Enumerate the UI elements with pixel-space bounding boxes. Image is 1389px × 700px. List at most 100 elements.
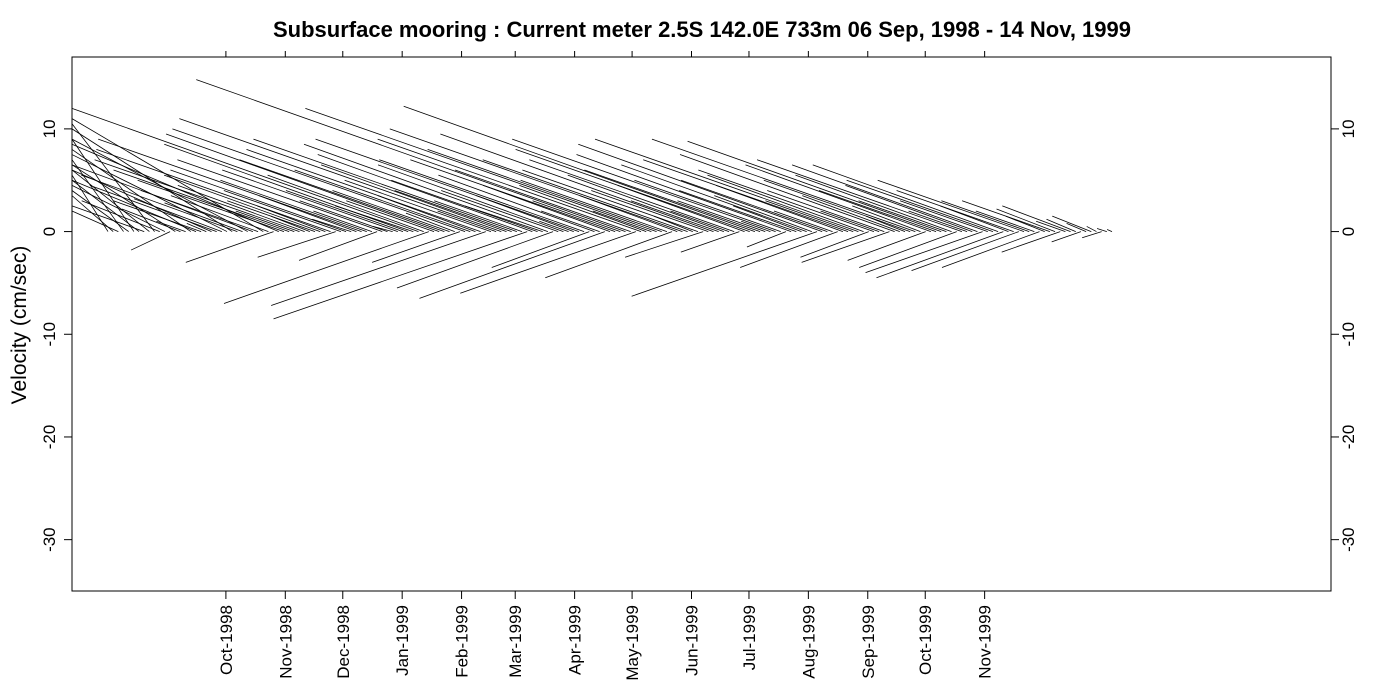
velocity-stick — [239, 159, 445, 232]
velocity-stick — [996, 208, 1056, 232]
velocity-stick — [299, 200, 388, 232]
velocity-stick — [1002, 205, 1071, 232]
velocity-stick — [437, 210, 497, 232]
velocity-stick — [185, 231, 274, 263]
velocity-stick — [410, 159, 616, 232]
velocity-stick — [852, 205, 921, 232]
y-tick-label-left: -30 — [40, 527, 59, 552]
x-tick-label: Nov-1999 — [976, 605, 995, 679]
velocity-stick — [865, 231, 983, 274]
y-tick-label-right: -10 — [1339, 322, 1358, 347]
velocity-stick — [545, 231, 673, 279]
velocity-stick — [908, 210, 968, 232]
velocity-stick — [130, 231, 171, 251]
y-axis-title: Velocity (cm/sec) — [8, 246, 31, 405]
velocity-stick — [164, 143, 409, 232]
velocity-stick — [680, 231, 740, 253]
y-tick-label-right: 0 — [1339, 227, 1358, 236]
velocity-stick — [94, 159, 300, 232]
velocity-stick — [223, 190, 342, 232]
velocity-stick — [427, 149, 662, 232]
velocity-stick — [222, 169, 398, 232]
velocity-stick — [89, 184, 217, 232]
velocity-stick — [305, 107, 657, 232]
velocity-stick — [846, 179, 994, 232]
velocity-stick — [515, 149, 750, 232]
velocity-stick — [391, 179, 538, 232]
velocity-stick — [859, 231, 957, 268]
x-tick-label: Dec-1998 — [334, 605, 353, 679]
velocity-stick — [631, 231, 818, 297]
y-tick-label-right: -30 — [1339, 527, 1358, 552]
velocity-stick — [71, 179, 140, 232]
velocity-stick — [186, 222, 207, 232]
velocity-stick — [845, 184, 973, 232]
velocity-stick — [773, 210, 833, 232]
x-tick-label: Oct-1998 — [217, 605, 236, 675]
velocity-stick — [592, 210, 652, 232]
velocity-stick — [246, 149, 481, 232]
x-tick-label: May-1999 — [623, 605, 642, 681]
velocity-stick — [344, 179, 492, 232]
velocity-stick — [71, 210, 119, 232]
velocity-stick — [801, 231, 890, 263]
velocity-stick — [96, 149, 331, 232]
velocity-stick — [1001, 231, 1061, 253]
velocity-stick — [140, 190, 259, 232]
velocity-stick — [165, 133, 440, 232]
velocity-stick — [312, 218, 352, 232]
left-y-axis: 10 0 -10 -20 -30 — [40, 119, 72, 552]
velocity-stick — [71, 107, 419, 232]
velocity-stick — [396, 231, 554, 289]
velocity-stick — [643, 159, 849, 232]
velocity-stick — [294, 169, 471, 232]
velocity-stick — [651, 138, 916, 232]
x-tick-label: Sep-1999 — [859, 605, 878, 679]
velocity-stick — [71, 190, 129, 232]
velocity-stick — [170, 195, 269, 232]
velocity-stick — [163, 174, 321, 232]
velocity-stick — [630, 200, 719, 232]
velocity-stick — [196, 79, 626, 232]
velocity-stick — [512, 138, 776, 232]
velocity-stick — [941, 200, 1030, 232]
velocity-stick — [315, 138, 580, 232]
velocity-stick — [113, 169, 290, 232]
velocity-stick — [346, 200, 435, 232]
velocity-stick — [1106, 229, 1113, 232]
velocity-stick — [767, 190, 885, 232]
x-tick-label: Jul-1999 — [740, 605, 759, 670]
velocity-stick — [434, 200, 523, 232]
velocity-stick — [540, 210, 600, 232]
y-tick-label-right: 10 — [1339, 119, 1358, 138]
velocity-stick — [71, 138, 135, 232]
velocity-stick — [273, 231, 528, 320]
velocity-stick — [567, 174, 724, 232]
velocity-stick — [578, 143, 823, 232]
velocity-stick — [802, 195, 900, 232]
velocity-stick — [740, 231, 838, 268]
velocity-stick — [679, 154, 895, 232]
velocity-stick — [679, 190, 797, 232]
velocity-stick — [522, 169, 699, 232]
velocity-stick — [379, 159, 585, 232]
velocity-stick — [877, 179, 1025, 232]
velocity-stick — [1082, 231, 1102, 239]
velocity-stick — [389, 128, 683, 232]
velocity-stick — [687, 140, 942, 232]
velocity-stick — [403, 105, 756, 232]
velocity-stick — [961, 200, 1051, 232]
velocity-stick — [267, 174, 424, 232]
velocity-stick — [733, 205, 802, 232]
velocity-stick — [911, 231, 1019, 271]
velocity-stick — [71, 179, 197, 232]
velocity-stick — [332, 190, 450, 232]
velocity-stick — [899, 200, 988, 232]
right-y-axis: 10 0 -10 -20 -30 — [1331, 119, 1358, 552]
velocity-stick — [818, 190, 937, 232]
velocity-stick — [482, 159, 688, 232]
velocity-stick — [520, 179, 668, 232]
x-tick-label: Oct-1999 — [916, 605, 935, 675]
velocity-stick — [1036, 220, 1066, 232]
velocity-stick — [71, 159, 124, 232]
